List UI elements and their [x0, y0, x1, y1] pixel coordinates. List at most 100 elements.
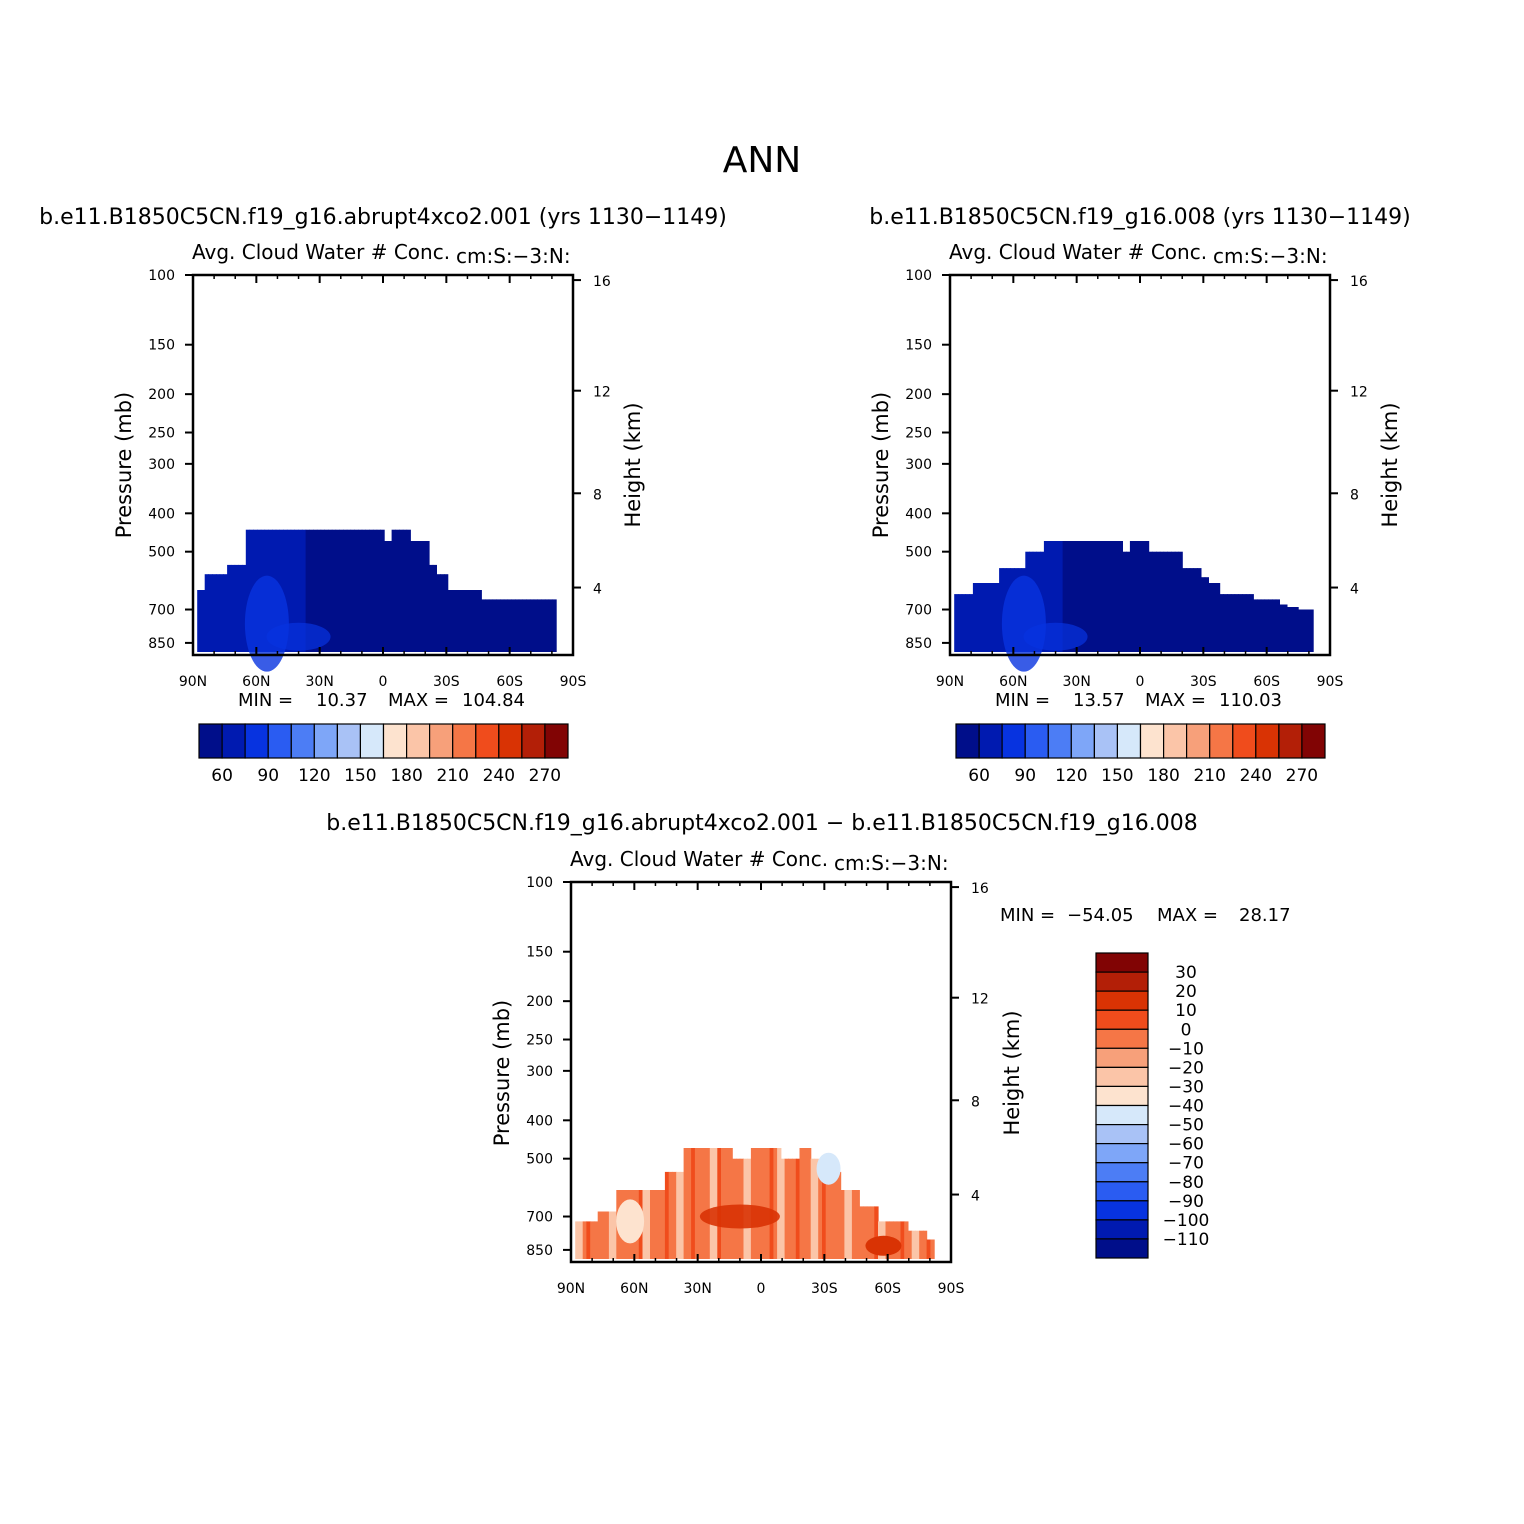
field-column	[481, 599, 486, 652]
field-column	[496, 599, 501, 652]
field-column	[874, 1206, 879, 1259]
field-column	[391, 529, 396, 652]
colorbar-label: 10	[1175, 1001, 1197, 1021]
y-tick-label: 200	[148, 387, 175, 403]
field-column	[544, 599, 550, 652]
field-column	[915, 1230, 920, 1259]
field-column	[1230, 594, 1236, 652]
field-column	[552, 599, 557, 652]
min-value: 10.37	[316, 690, 368, 711]
field-column	[1305, 609, 1310, 652]
field-column	[799, 1148, 804, 1259]
field-column	[470, 590, 475, 652]
field-column	[365, 529, 370, 652]
field-column	[657, 1190, 662, 1259]
colorbar-label: −80	[1168, 1173, 1204, 1193]
colorbar-swatch	[1095, 952, 1149, 973]
field-column	[339, 529, 344, 652]
field-column	[965, 594, 970, 652]
colorbar-swatch	[498, 723, 523, 759]
field-column	[586, 1221, 591, 1259]
y-tick-label: 700	[526, 1210, 553, 1226]
field-column	[197, 590, 202, 652]
colorbar-swatch	[1095, 1104, 1149, 1126]
field-column	[582, 1221, 587, 1259]
field-column	[1100, 541, 1105, 652]
colorbar-swatch	[1093, 723, 1119, 759]
field-column	[863, 1206, 868, 1259]
colorbar-swatch	[1095, 1047, 1149, 1069]
field-column	[387, 541, 393, 652]
field-column	[421, 541, 426, 652]
field-column	[1208, 583, 1213, 652]
y-axis-label: Pressure (mb)	[112, 392, 136, 539]
field-column	[361, 529, 366, 652]
field-column	[548, 599, 553, 652]
y-tick-label: 250	[526, 1033, 553, 1049]
colorbar-label: 180	[1147, 766, 1179, 786]
field-column	[380, 529, 385, 652]
field-column	[286, 529, 292, 652]
field-column	[215, 574, 221, 652]
colorbar-swatch	[955, 723, 980, 759]
colorbar-swatch	[198, 723, 223, 759]
field-column	[290, 529, 295, 652]
field-column	[1294, 607, 1299, 652]
y-right-tick-label: 8	[593, 487, 602, 503]
field-column	[1189, 568, 1194, 652]
x-tick-label: 60N	[242, 674, 270, 690]
field-column	[369, 529, 374, 652]
field-column	[488, 599, 494, 652]
field-column	[1193, 568, 1198, 652]
min-value: −54.05	[1067, 905, 1134, 926]
field-column	[395, 529, 400, 652]
field-column	[507, 599, 512, 652]
panel-title: b.e11.B1850C5CN.f19_g16.abrupt4xco2.001 …	[39, 205, 727, 230]
panel-title: b.e11.B1850C5CN.f19_g16.008 (yrs 1130−11…	[869, 205, 1411, 230]
max-label: MAX =	[388, 690, 449, 711]
field-column	[612, 1211, 617, 1259]
colorbar-label: 270	[529, 766, 561, 786]
colorbar-label: 0	[1181, 1020, 1192, 1040]
field-column	[455, 590, 460, 652]
colorbar-label: 210	[436, 766, 468, 786]
field-column	[713, 1148, 718, 1259]
y-right-tick-label: 4	[593, 582, 602, 598]
field-column	[1174, 551, 1180, 652]
colorbar-swatch	[1095, 1066, 1149, 1088]
x-tick-label: 90S	[938, 1281, 965, 1297]
colorbar-label: 150	[1101, 766, 1133, 786]
field-column	[870, 1206, 875, 1259]
field-column	[343, 529, 348, 652]
field-column	[1129, 541, 1135, 652]
field-column	[995, 583, 1000, 652]
colorbar-label: 120	[298, 766, 330, 786]
panel-subtitle-right: cm:S:−3:N:	[1213, 244, 1328, 268]
colorbar-label: −50	[1168, 1116, 1204, 1136]
field-column	[976, 583, 981, 652]
colorbar-label: 60	[211, 766, 233, 786]
field-column	[896, 1221, 901, 1259]
field-feature	[865, 1235, 902, 1256]
min-label: MIN =	[238, 690, 293, 711]
colorbar: 60 90 120 150 180 210 240 270	[198, 723, 569, 786]
colorbar-swatch	[1162, 723, 1188, 759]
field-column	[784, 1158, 789, 1259]
colorbar-swatch	[1301, 723, 1326, 759]
field-column	[1107, 541, 1112, 652]
panel-subtitle-right: cm:S:−3:N:	[456, 244, 571, 268]
colorbar-label: −60	[1168, 1135, 1204, 1155]
max-label: MAX =	[1145, 690, 1206, 711]
field-column	[1070, 541, 1075, 652]
field-feature	[616, 1199, 645, 1244]
field-column	[1088, 541, 1094, 652]
field-column	[1141, 541, 1146, 652]
field-column	[1159, 551, 1165, 652]
field-column	[773, 1148, 778, 1259]
colorbar-swatch	[1255, 723, 1280, 759]
y-right-tick-label: 4	[971, 1189, 980, 1205]
colorbar-swatch	[452, 723, 477, 759]
field-column	[683, 1148, 688, 1259]
field-column	[836, 1171, 842, 1259]
y-tick-label: 150	[905, 338, 932, 354]
